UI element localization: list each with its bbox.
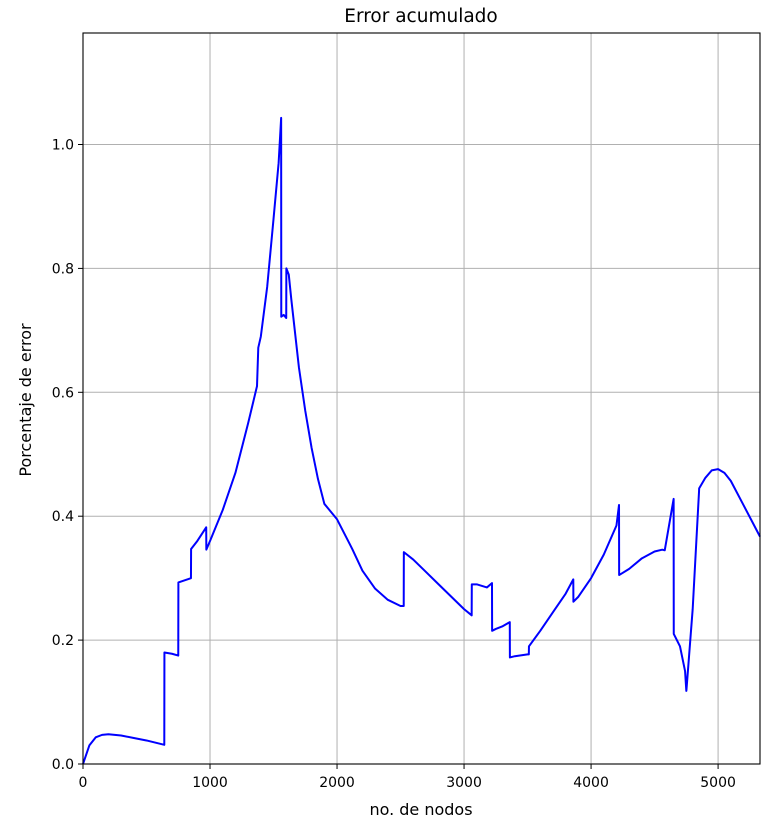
grid-lines xyxy=(82,33,760,765)
y-tick-label: 1.0 xyxy=(52,138,74,154)
x-tick-label: 4000 xyxy=(573,775,609,791)
x-tick-label: 0 xyxy=(79,775,88,791)
y-tick-label: 0.8 xyxy=(52,261,74,277)
y-tick-label: 0.4 xyxy=(52,509,74,525)
chart-title: Error acumulado xyxy=(344,6,498,27)
y-axis-label: Porcentaje de error xyxy=(16,323,35,477)
series-line xyxy=(82,116,761,765)
x-axis-label: no. de nodos xyxy=(369,800,472,819)
x-tick-label: 3000 xyxy=(446,775,482,791)
y-tick-label: 0.2 xyxy=(52,633,74,649)
y-tick-label: 0.0 xyxy=(52,757,74,773)
x-tick-label: 5000 xyxy=(700,775,736,791)
x-tick-label: 2000 xyxy=(319,775,355,791)
axes-frame xyxy=(82,32,761,765)
y-tick-label: 0.6 xyxy=(52,385,74,401)
plot-area xyxy=(82,116,761,765)
x-tick-label: 1000 xyxy=(192,775,228,791)
axis-ticks: 0 1000 2000 3000 4000 5000 0.0 0.2 0.4 0.6 0.8 1.0 xyxy=(52,138,736,791)
